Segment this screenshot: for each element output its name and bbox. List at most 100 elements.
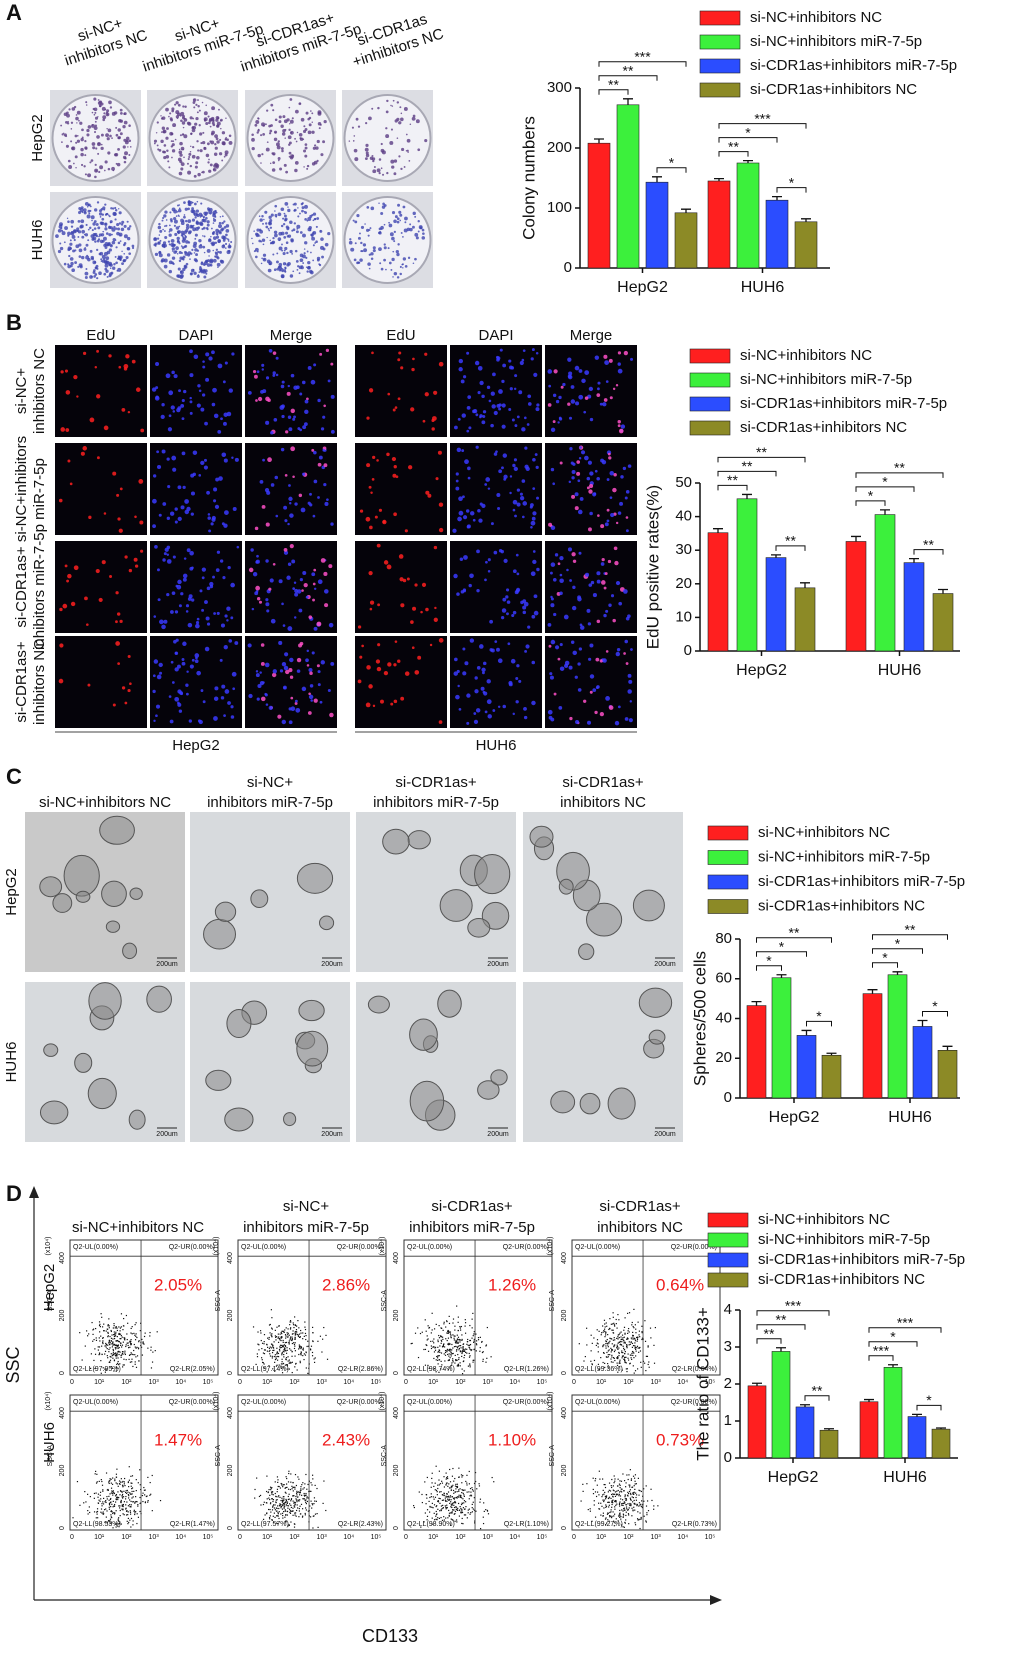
event [305, 1492, 307, 1495]
event [645, 1369, 647, 1372]
nucleus [76, 395, 79, 398]
colony [302, 138, 305, 141]
event [119, 1333, 122, 1335]
column-header: Merge [270, 327, 313, 344]
event [448, 1515, 450, 1517]
event [97, 1493, 100, 1495]
nucleus [308, 694, 314, 700]
nucleus [616, 647, 621, 652]
nucleus [323, 571, 328, 576]
nucleus [283, 665, 289, 671]
event [120, 1342, 122, 1344]
event [631, 1321, 633, 1324]
nucleus [306, 397, 309, 401]
event [151, 1474, 153, 1477]
event [289, 1337, 291, 1339]
nucleus [473, 719, 479, 724]
event [130, 1493, 132, 1495]
colony [348, 140, 351, 142]
nucleus [291, 559, 296, 564]
nucleus [67, 459, 71, 463]
colony [100, 258, 103, 261]
event [597, 1343, 599, 1345]
nucleus [599, 659, 604, 663]
event [260, 1339, 262, 1342]
event [624, 1341, 626, 1343]
nucleus [462, 647, 466, 651]
nucleus [511, 613, 515, 618]
colony [107, 167, 111, 171]
nucleus [189, 396, 192, 400]
nucleus [215, 477, 220, 482]
nucleus [523, 706, 527, 711]
event [459, 1495, 461, 1498]
event [287, 1334, 289, 1336]
colony [280, 274, 285, 278]
plot-y-tick: 0 [227, 1526, 234, 1530]
colony [114, 227, 118, 230]
fluorescence-image [545, 443, 637, 535]
nucleus [196, 617, 200, 621]
colony [76, 110, 81, 115]
row-label-line: si-NC+ [13, 368, 30, 414]
event [470, 1495, 473, 1497]
colony [196, 111, 199, 114]
colony [263, 218, 265, 221]
event [617, 1371, 619, 1373]
event [435, 1465, 437, 1467]
colony [268, 215, 272, 220]
nucleus [531, 700, 536, 706]
nucleus [181, 417, 185, 421]
colony [66, 111, 69, 115]
nucleus [505, 595, 509, 599]
event [122, 1496, 125, 1498]
event [441, 1519, 444, 1521]
colony [70, 121, 74, 124]
nucleus [228, 388, 233, 393]
nucleus [371, 478, 375, 481]
event [114, 1495, 117, 1497]
event [435, 1359, 437, 1361]
event [454, 1354, 456, 1357]
colony [278, 120, 282, 124]
event [292, 1486, 294, 1489]
nucleus [371, 351, 374, 355]
event [434, 1347, 436, 1349]
event [607, 1346, 609, 1348]
nucleus [287, 626, 293, 631]
event [591, 1342, 593, 1344]
event [440, 1516, 442, 1519]
event [464, 1319, 466, 1321]
event [454, 1477, 456, 1480]
colony [304, 146, 308, 150]
colony [261, 214, 264, 218]
colony [205, 104, 207, 107]
event [461, 1339, 463, 1342]
colony [315, 240, 318, 244]
event [617, 1357, 619, 1359]
nucleus [217, 363, 223, 369]
plot-x-tick: 10⁴ [343, 1379, 354, 1386]
colony [113, 153, 118, 157]
colony [182, 105, 185, 108]
event [281, 1497, 283, 1499]
event [133, 1490, 135, 1492]
nucleus [201, 608, 205, 612]
event [291, 1485, 293, 1487]
colony [175, 110, 180, 115]
nucleus [552, 577, 557, 582]
event [102, 1342, 104, 1345]
event [611, 1349, 614, 1351]
event [286, 1347, 288, 1349]
event [107, 1357, 109, 1359]
event [600, 1334, 602, 1336]
nucleus [554, 645, 560, 650]
nucleus [467, 476, 471, 480]
quadrant-label: Q2-LR(1.47%) [170, 1521, 215, 1528]
event [456, 1347, 459, 1349]
nucleus [547, 369, 553, 374]
event [272, 1349, 274, 1352]
event [276, 1351, 279, 1353]
nucleus [578, 647, 582, 651]
colony [225, 224, 230, 228]
